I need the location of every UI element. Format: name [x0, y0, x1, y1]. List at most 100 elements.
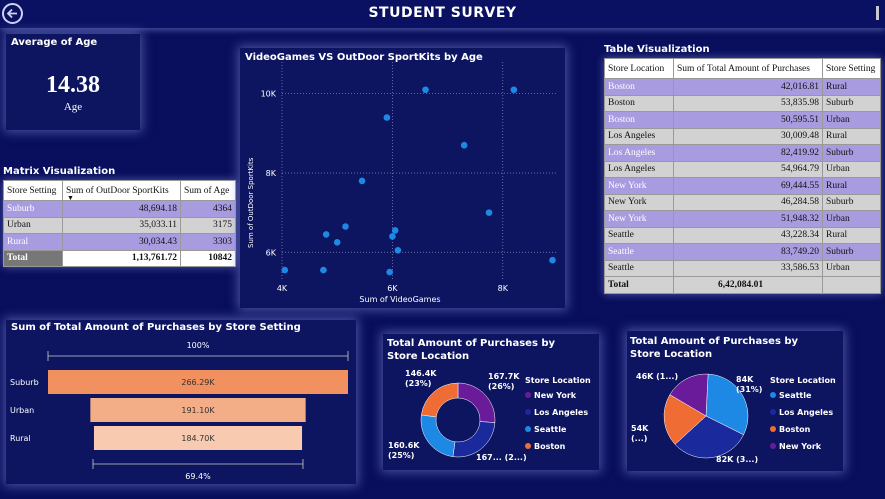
pie-legend-item[interactable]: New York: [770, 442, 821, 451]
donut-legend-label: Boston: [534, 442, 566, 451]
donut-slice[interactable]: [421, 382, 459, 418]
matrix-col-header[interactable]: Store Setting: [3, 180, 63, 201]
table-row[interactable]: Los Angeles 30,009.48 Rural: [604, 127, 881, 145]
matrix-cell: 3303: [180, 233, 236, 251]
table-row[interactable]: New York 69,444.55 Rural: [604, 177, 881, 195]
scatter-point[interactable]: [422, 86, 429, 94]
donut-legend-item[interactable]: Boston: [525, 442, 565, 451]
scatter-point[interactable]: [342, 223, 349, 230]
pie-slice-label: 82K (3...): [716, 455, 758, 464]
donut-slice-label: 167... (2...): [476, 453, 527, 462]
table-col-header[interactable]: Sum of Total Amount of Purchases: [673, 58, 823, 79]
kpi-value: 14.38: [46, 72, 100, 98]
table-cell: Total: [604, 276, 674, 294]
donut-title-line: Total Amount of Purchases by Store Locat…: [387, 337, 577, 363]
table-col-header[interactable]: Store Location: [604, 58, 674, 79]
donut-legend-item[interactable]: Seattle: [525, 425, 566, 434]
pie-slice[interactable]: [663, 394, 707, 445]
scatter-point[interactable]: [386, 268, 393, 276]
scatter-point[interactable]: [281, 266, 289, 274]
scatter-xlabel: Sum of VideoGames: [359, 295, 440, 304]
pie-slice[interactable]: [705, 373, 749, 436]
pie-legend-label: Seattle: [779, 391, 812, 400]
table-title: Table Visualization: [604, 44, 710, 55]
table-cell: 69,444.55: [673, 177, 823, 195]
funnel-bar[interactable]: [90, 398, 306, 422]
scrollbar-handle[interactable]: [876, 6, 879, 20]
legend-dot-icon: [525, 409, 531, 415]
scatter-point[interactable]: [389, 233, 396, 240]
funnel-value-label: 266.29K: [181, 378, 215, 387]
table-row[interactable]: New York 46,284.58 Suburb: [604, 193, 881, 211]
table-cell: Urban: [822, 111, 881, 129]
matrix-cell: Urban: [3, 216, 63, 234]
table-cell: 33,586.53: [673, 259, 823, 277]
sort-desc-icon: ▼: [67, 194, 74, 202]
scatter-plot: Sum of OutDoor SportKits Sum of VideoGam…: [247, 62, 558, 304]
matrix-col-header[interactable]: Sum of Age: [180, 180, 236, 201]
scatter-point[interactable]: [320, 266, 327, 274]
table-col-header[interactable]: Store Setting: [822, 58, 881, 79]
table-row[interactable]: Los Angeles 82,419.92 Suburb: [604, 144, 881, 162]
table-row[interactable]: Seattle 43,228.34 Rural: [604, 226, 881, 244]
donut-slice[interactable]: [452, 421, 496, 458]
matrix-cell: 3175: [180, 216, 236, 234]
scatter-card: VideoGames VS OutDoor SportKits by Age S…: [240, 48, 565, 308]
scatter-point[interactable]: [394, 246, 402, 254]
pie-slice[interactable]: [669, 373, 709, 417]
pie-legend-label: Los Angeles: [779, 408, 834, 417]
matrix-col-header-label: Sum of OutDoor SportKits: [66, 185, 169, 196]
table-cell: 46,284.58: [673, 193, 823, 211]
scatter-point[interactable]: [358, 177, 366, 185]
back-button[interactable]: [2, 3, 23, 24]
scatter-point[interactable]: [549, 256, 556, 264]
matrix-col-header[interactable]: Sum of OutDoor SportKits ▼: [62, 180, 181, 202]
pie-legend-label: New York: [779, 442, 822, 451]
funnel-bar[interactable]: [48, 370, 348, 394]
scatter-point[interactable]: [391, 227, 399, 234]
table-cell: Boston: [604, 78, 674, 96]
table-total-row: Total 6,42,084.01: [604, 276, 881, 294]
scatter-point[interactable]: [322, 231, 330, 238]
pie-chart: 84K(31%) 82K (3...) 54K(...) 46K (1...): [631, 372, 762, 464]
scatter-point[interactable]: [485, 209, 493, 216]
table-row[interactable]: Boston 53,835.98 Suburb: [604, 94, 881, 112]
funnel-value-label: 191.10K: [181, 406, 215, 415]
table-row[interactable]: Seattle 83,749.20 Suburb: [604, 243, 881, 261]
table-row[interactable]: Seattle 33,586.53 Urban: [604, 259, 881, 277]
donut-legend-label: Seattle: [534, 425, 567, 434]
funnel-category-label: Rural: [10, 434, 31, 443]
funnel-chart: 100% 69.4% Suburb 266.29K Urban 191.10K Rura…: [10, 341, 349, 481]
scatter-point[interactable]: [383, 114, 391, 121]
matrix-cell: Rural: [3, 233, 63, 251]
table-row[interactable]: Los Angeles 54,964.79 Urban: [604, 160, 881, 178]
pie-legend-item[interactable]: Boston: [770, 425, 810, 434]
matrix-row[interactable]: Suburb 48,694.18 4364: [3, 200, 236, 218]
scatter-point[interactable]: [510, 86, 518, 94]
table-cell: 43,228.34: [673, 226, 823, 244]
pie-legend-item[interactable]: Los Angeles: [770, 408, 833, 417]
funnel-bar[interactable]: [93, 426, 303, 450]
scatter-point[interactable]: [460, 141, 468, 149]
table-row[interactable]: Boston 42,016.81 Rural: [604, 78, 881, 96]
legend-dot-icon: [770, 409, 776, 415]
matrix-row[interactable]: Urban 35,033.11 3175: [3, 216, 236, 234]
scatter-point[interactable]: [333, 239, 341, 246]
pie-slice-label: (31%): [736, 385, 762, 394]
pie-slice[interactable]: [674, 415, 744, 459]
matrix-cell: 10842: [180, 249, 236, 267]
matrix-cell: Total: [3, 249, 63, 267]
matrix-total-row: Total 1,13,761.72 10842: [3, 249, 236, 267]
matrix-row[interactable]: Rural 30,034.43 3303: [3, 233, 236, 251]
donut-legend-item[interactable]: New York: [525, 391, 576, 400]
donut-slice[interactable]: [420, 414, 456, 457]
table-cell: Rural: [822, 177, 881, 195]
table-cell: Suburb: [822, 94, 881, 112]
page-title: STUDENT SURVEY: [368, 5, 517, 21]
donut-slice-label: (26%): [488, 382, 514, 391]
pie-legend-item[interactable]: Seattle: [770, 391, 811, 400]
kpi-title: Average of Age: [11, 37, 98, 48]
table-row[interactable]: New York 51,948.32 Urban: [604, 210, 881, 228]
table-row[interactable]: Boston 50,595.51 Urban: [604, 111, 881, 129]
donut-legend-item[interactable]: Los Angeles: [525, 408, 588, 417]
